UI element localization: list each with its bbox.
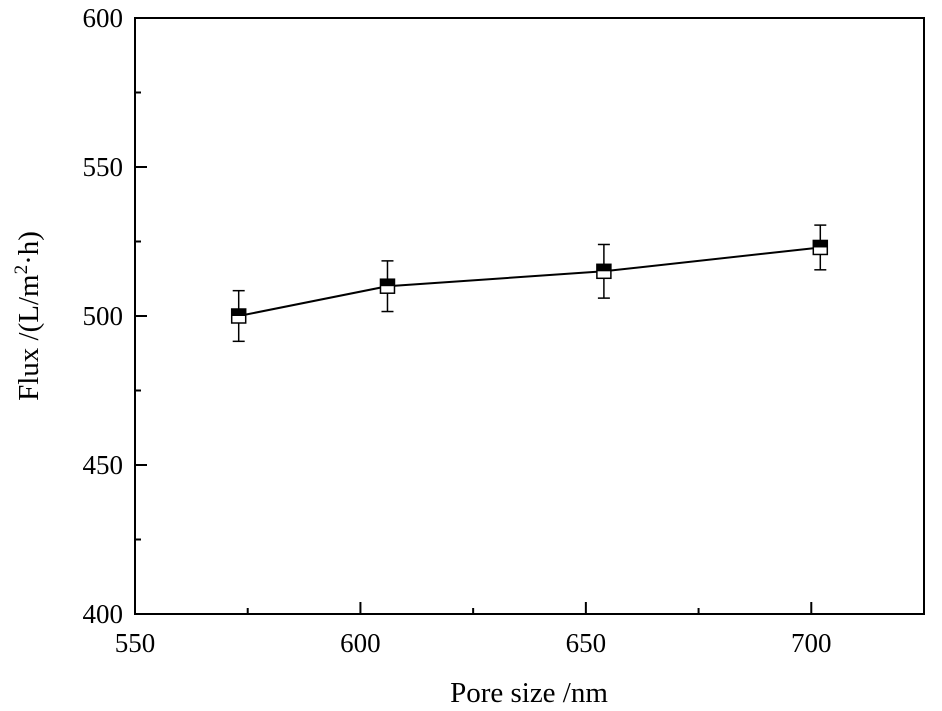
data-point-marker-fill [596,264,611,272]
x-tick-label: 650 [566,628,607,658]
data-point-marker-fill [813,240,828,248]
x-axis-title: Pore size /nm [450,677,608,709]
plot-frame [134,17,925,615]
x-axis-ticks [134,602,813,614]
x-tick-label: 550 [115,628,156,658]
y-axis-tick-labels: 400 450 500 550 600 [83,3,124,629]
data-point-marker-fill [231,309,246,316]
y-axis-title: Flux /(L/m2·h) [11,231,45,401]
x-tick-label: 600 [340,628,381,658]
y-axis-ticks [135,17,147,615]
y-axis-title-sup: 2 [11,265,32,275]
y-tick-label: 600 [83,3,124,33]
y-axis-title-main: Flux /(L/m [13,274,45,401]
y-tick-label: 550 [83,152,124,182]
series-line [238,246,821,317]
y-tick-label: 400 [83,599,124,629]
data-point-marker-fill [380,279,395,287]
x-axis-tick-labels: 550 600 650 700 [115,628,832,658]
x-tick-label: 700 [791,628,832,658]
series-group [230,224,829,343]
y-tick-label: 450 [83,450,124,480]
y-tick-label: 500 [83,301,124,331]
y-axis-title-tail: ·h) [13,231,45,265]
